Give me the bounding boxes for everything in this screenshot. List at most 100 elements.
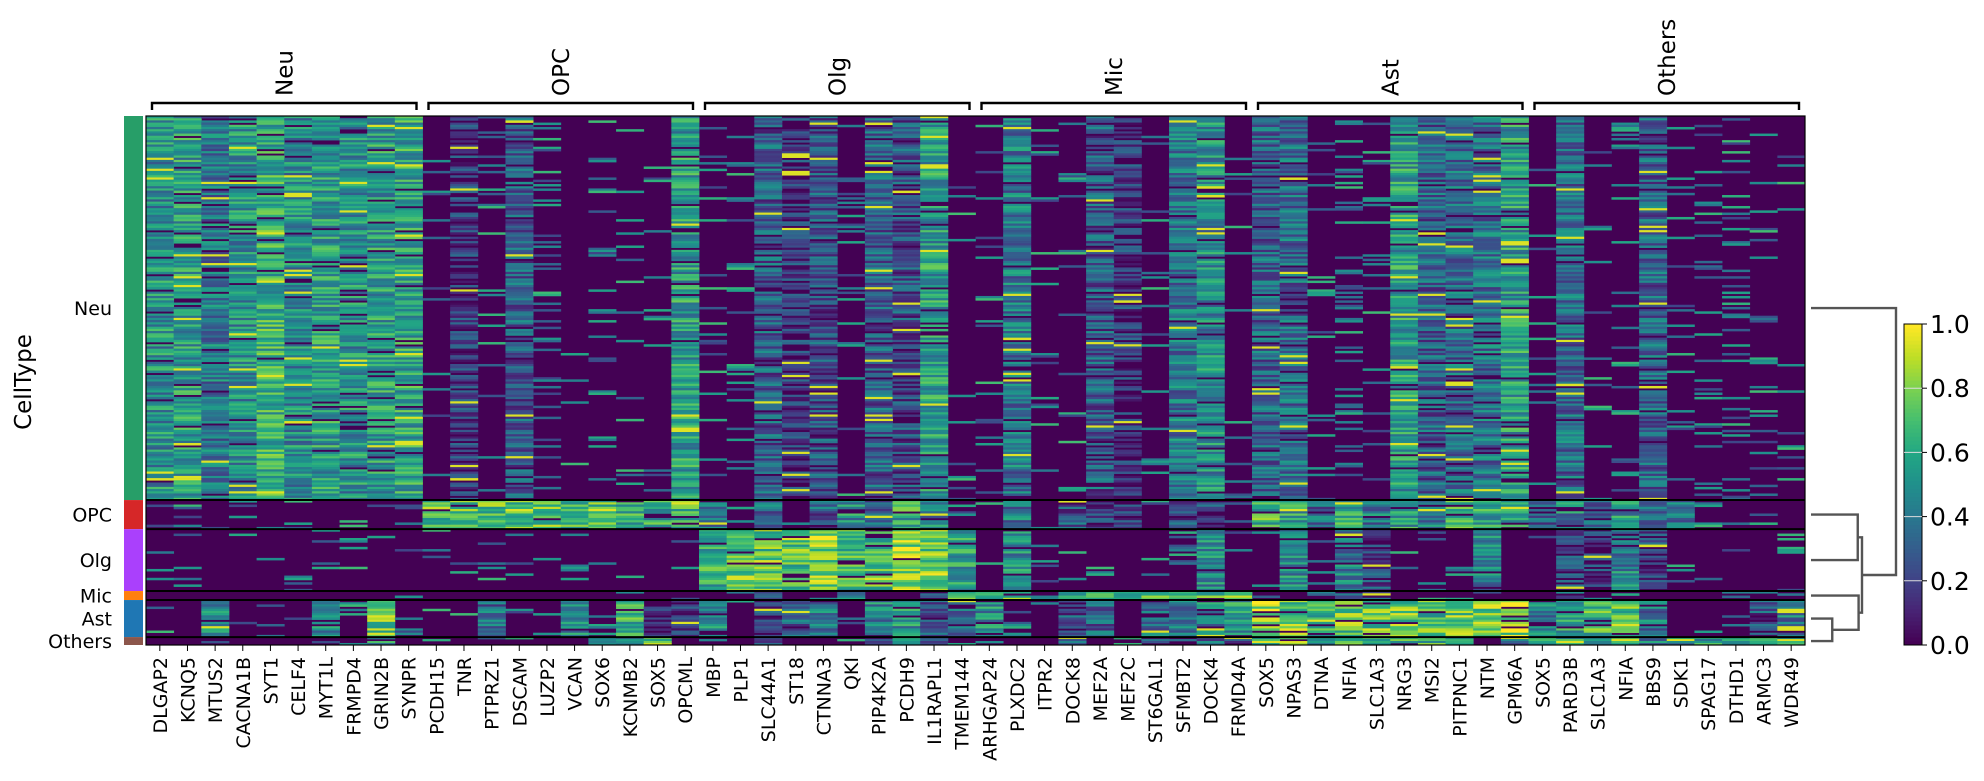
heat-cell: [1445, 293, 1474, 297]
heat-cell: [228, 225, 257, 229]
heat-cell: [394, 208, 423, 211]
heat-cell: [864, 179, 893, 183]
heat-cell: [947, 462, 976, 466]
heat-cell: [256, 416, 285, 420]
heat-cell: [588, 249, 617, 253]
heat-cell: [1473, 164, 1502, 167]
heat-cell: [201, 447, 230, 450]
heat-cell: [367, 238, 396, 242]
heat-cell: [284, 245, 313, 248]
heat-cell: [339, 432, 368, 435]
heat-cell: [1169, 190, 1198, 194]
heat-cell: [1445, 440, 1474, 444]
heat-cell: [1003, 342, 1032, 345]
heat-cell: [1445, 162, 1474, 165]
heat-cell: [1445, 313, 1474, 316]
heat-cell: [1417, 491, 1446, 494]
heat-cell: [505, 219, 534, 222]
heat-cell: [284, 195, 313, 198]
heat-cell: [1086, 190, 1115, 194]
heat-cell: [1279, 440, 1308, 444]
heat-cell: [394, 197, 423, 200]
heat-cell: [1279, 355, 1308, 358]
heat-cell: [1169, 370, 1198, 374]
heat-cell: [1445, 223, 1474, 227]
heat-cell: [228, 495, 257, 499]
heat-cell: [809, 416, 838, 420]
heat-cell: [146, 221, 175, 224]
heat-cell: [1141, 471, 1170, 475]
heat-cell: [146, 271, 175, 275]
heat-cell: [864, 192, 893, 196]
heat-cell: [1169, 267, 1198, 270]
heat-cell: [699, 168, 728, 172]
heat-cell: [864, 140, 893, 143]
heat-cell: [1390, 414, 1419, 417]
heat-cell: [505, 166, 534, 169]
heat-cell: [146, 355, 175, 358]
heat-cell: [1252, 265, 1281, 268]
heat-cell: [1003, 478, 1032, 481]
heat-cell: [671, 449, 700, 453]
heat-cell: [1141, 462, 1170, 466]
heat-cell: [146, 151, 175, 154]
heat-cell: [892, 166, 921, 169]
heat-cell: [1279, 372, 1308, 376]
heat-cell: [505, 120, 534, 123]
heat-cell: [146, 280, 175, 284]
heat-cell: [1196, 153, 1225, 156]
heat-cell: [228, 410, 257, 413]
heat-cell: [920, 190, 949, 194]
heat-cell: [284, 368, 313, 371]
heat-cell: [394, 473, 423, 477]
heat-cell: [892, 442, 921, 446]
heat-cell: [284, 458, 313, 461]
heat-cell: [256, 423, 285, 426]
heat-cell: [809, 227, 838, 231]
heat-cell: [311, 416, 340, 420]
heat-cell: [256, 118, 285, 121]
heat-cell: [367, 359, 396, 363]
heat-cell: [975, 197, 1004, 200]
heat-cell: [394, 170, 423, 174]
heat-cell: [892, 361, 921, 365]
heat-cell: [1113, 216, 1142, 220]
heat-cell: [450, 197, 479, 200]
heat-cell: [284, 265, 313, 268]
heat-cell: [1086, 269, 1115, 273]
heat-cell: [394, 350, 423, 354]
heat-cell: [1445, 403, 1474, 406]
heat-cell: [864, 254, 893, 257]
heat-cell: [1086, 368, 1115, 371]
heat-cell: [1196, 173, 1225, 176]
heat-cell: [1445, 269, 1474, 273]
heat-cell: [284, 177, 313, 180]
heat-cell: [533, 137, 562, 141]
heat-cell: [1417, 471, 1446, 475]
heat-cell: [781, 423, 810, 426]
heat-cell: [367, 245, 396, 248]
heat-cell: [201, 344, 230, 347]
heat-cell: [781, 179, 810, 183]
heat-cell: [1003, 166, 1032, 169]
heat-cell: [505, 256, 534, 259]
heat-cell: [228, 484, 257, 488]
heat-cell: [505, 379, 534, 382]
heat-cell: [173, 122, 202, 126]
heat-cell: [1169, 491, 1198, 494]
heat-cell: [394, 372, 423, 376]
heat-cell: [394, 368, 423, 371]
heat-cell: [450, 317, 479, 321]
heat-cell: [284, 315, 313, 319]
heat-cell: [809, 467, 838, 470]
heat-cell: [1390, 212, 1419, 216]
heat-cell: [1086, 298, 1115, 301]
heat-cell: [1445, 451, 1474, 455]
heat-cell: [920, 324, 949, 327]
heat-cell: [146, 122, 175, 126]
heat-cell: [533, 379, 562, 382]
heat-cell: [1169, 436, 1198, 439]
heat-cell: [284, 179, 313, 183]
heat-cell: [1003, 256, 1032, 259]
heat-cell: [256, 298, 285, 301]
